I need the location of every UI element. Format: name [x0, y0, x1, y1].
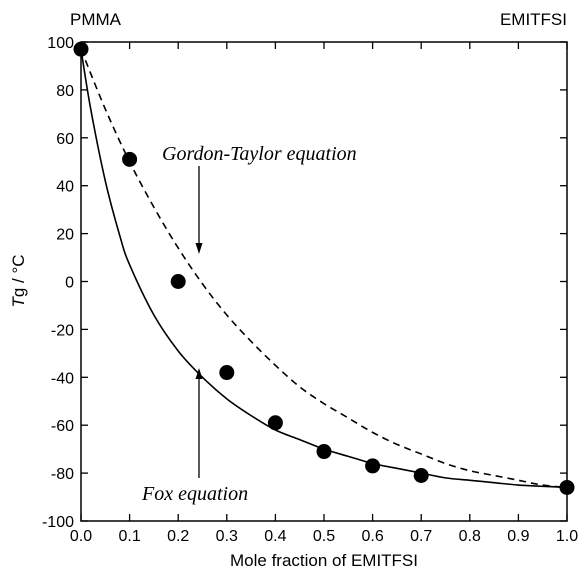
- y-tick-label: 80: [56, 83, 74, 100]
- x-axis-title: Mole fraction of EMITFSI: [230, 551, 418, 570]
- x-tick-label: 1.0: [556, 528, 578, 545]
- y-axis-title-italic: T: [9, 296, 28, 308]
- gordon-taylor-arrowhead: [195, 243, 203, 254]
- x-tick-label: 0.4: [264, 528, 286, 545]
- x-tick-label: 0.1: [118, 528, 140, 545]
- y-tick-label: 60: [56, 131, 74, 148]
- gordon-taylor-label: Gordon-Taylor equation: [162, 143, 357, 165]
- x-tick-label: 0.6: [361, 528, 383, 545]
- y-tick-label: 0: [65, 275, 74, 292]
- fox-arrowhead: [195, 368, 203, 379]
- x-tick-label: 0.7: [410, 528, 432, 545]
- y-tick-label: -100: [42, 514, 74, 531]
- corner-label-pmma: PMMA: [70, 10, 122, 29]
- y-tick-label: -60: [51, 418, 74, 435]
- fox-label: Fox equation: [141, 483, 248, 505]
- y-axis: -100 -80 -60 -40 -20 0 20 40 60 80 100: [42, 35, 567, 531]
- x-tick-label: 0.2: [167, 528, 189, 545]
- corner-label-emitfsi: EMITFSI: [500, 10, 567, 29]
- x-tick-label: 0.9: [507, 528, 529, 545]
- x-tick-label: 0.8: [459, 528, 481, 545]
- data-point: [365, 458, 381, 474]
- y-tick-label: 40: [56, 179, 74, 196]
- data-point: [413, 467, 429, 483]
- data-point: [73, 41, 89, 57]
- y-axis-title: Tg / °C: [9, 254, 28, 307]
- y-tick-label: -40: [51, 370, 74, 387]
- data-point: [559, 479, 575, 495]
- curves: [80, 48, 568, 489]
- data-point: [267, 415, 283, 431]
- x-axis: 0.0 0.1 0.2 0.3 0.4 0.5 0.6 0.7 0.8 0.9 1.0: [70, 42, 578, 545]
- data-points: [73, 41, 575, 495]
- gordon-taylor-curve: [80, 48, 568, 489]
- data-point: [170, 274, 186, 289]
- x-tick-label: 0.3: [216, 528, 238, 545]
- x-tick-label: 0.0: [70, 528, 92, 545]
- x-tick-label: 0.5: [313, 528, 335, 545]
- y-tick-label: -80: [51, 466, 74, 483]
- fox-annotation: Fox equation: [141, 368, 248, 505]
- y-tick-label: -20: [51, 322, 74, 339]
- data-point: [219, 365, 235, 381]
- gordon-taylor-annotation: Gordon-Taylor equation: [162, 143, 357, 254]
- fox-curve: [80, 49, 568, 489]
- y-tick-label: 20: [56, 227, 74, 244]
- y-axis-title-rest: g / °C: [9, 254, 28, 297]
- y-tick-label: 100: [47, 35, 74, 52]
- data-point: [316, 444, 332, 460]
- data-point: [122, 151, 138, 167]
